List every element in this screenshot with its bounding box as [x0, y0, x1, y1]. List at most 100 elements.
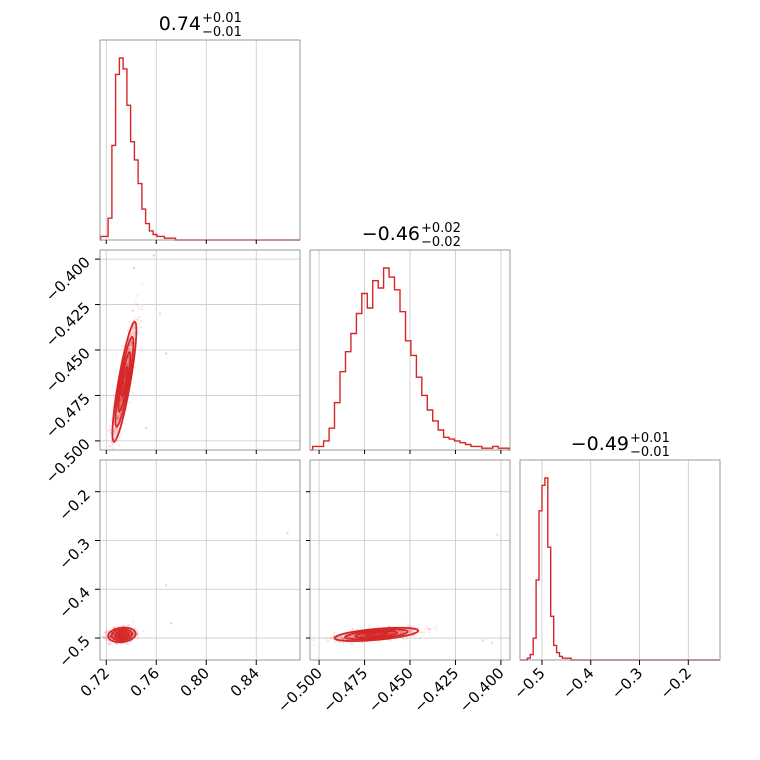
x-tick-label-param-2: −0.4: [559, 664, 597, 702]
scatter-point: [134, 301, 138, 304]
scatter-point: [336, 636, 339, 639]
scatter-point: [313, 643, 316, 647]
scatter-point: [114, 427, 117, 430]
outlier-point: [158, 312, 162, 315]
scatter-point: [115, 417, 119, 420]
scatter-point: [362, 635, 365, 638]
scatter-point: [119, 399, 123, 402]
scatter-point: [418, 637, 421, 640]
scatter-point: [408, 631, 411, 634]
scatter-point: [341, 635, 344, 638]
scatter-point: [116, 418, 119, 421]
scatter-point: [389, 632, 392, 635]
scatter-point: [108, 643, 111, 646]
scatter-point: [136, 633, 139, 636]
scatter-point: [136, 634, 139, 638]
histogram-layer: [99, 57, 720, 661]
scatter-point: [413, 625, 416, 629]
scatter-point: [338, 641, 341, 644]
scatter-point: [122, 624, 125, 627]
scatter-point: [118, 412, 121, 415]
scatter-point: [131, 309, 134, 312]
x-tick-label-param-1: −0.400: [456, 664, 508, 716]
outlier-point: [496, 533, 499, 536]
outlier-point: [490, 641, 493, 645]
scatter-point: [361, 641, 364, 645]
y-tick-label-param-2: −0.4: [55, 583, 93, 621]
scatter-point: [120, 401, 123, 404]
scatter-point: [108, 634, 111, 637]
panel-frame-r2-c0: [99, 459, 301, 661]
contour-level-0.5: [365, 631, 388, 637]
scatter-point: [120, 633, 123, 637]
scatter-point: [428, 631, 431, 634]
scatter-point: [108, 642, 111, 645]
scatter-point: [115, 427, 119, 430]
scatter-point: [352, 635, 355, 638]
title-param-2-minus: −0.01: [630, 445, 670, 460]
scatter-point: [110, 442, 113, 445]
scatter-point: [110, 409, 113, 412]
scatter-point: [389, 632, 392, 635]
scatter-point: [129, 632, 132, 636]
x-tick-label-param-2: −0.5: [510, 664, 548, 702]
histogram-param-0: [99, 57, 300, 241]
scatter-point: [398, 630, 401, 633]
outlier-point: [165, 584, 168, 587]
scatter-point: [339, 641, 342, 644]
x-tick-label-param-1: −0.425: [410, 664, 462, 716]
scatter-point: [361, 634, 365, 637]
y-tick-label-param-1: −0.400: [42, 253, 94, 305]
x-tick-label-param-2: −0.2: [657, 664, 695, 702]
scatter-point: [419, 631, 423, 634]
scatter-point: [423, 628, 426, 631]
scatter-point: [119, 402, 122, 405]
x-tick-label-param-0: 0.84: [227, 664, 263, 700]
scatter-point: [113, 428, 117, 431]
scatter-point: [406, 623, 409, 626]
scatter-point: [312, 639, 315, 642]
scatter-point: [106, 641, 109, 645]
scatter-point: [122, 625, 125, 628]
scatter-point: [130, 332, 133, 335]
scatter-point: [132, 620, 135, 623]
scatter-point: [105, 630, 108, 633]
scatter-point: [134, 627, 137, 630]
title-param-0: 0.74: [159, 13, 201, 35]
scatter-point: [136, 631, 139, 634]
scatter-point: [105, 637, 108, 640]
scatter-point: [138, 315, 141, 319]
scatter-point: [387, 631, 390, 634]
scatter-point: [412, 634, 415, 637]
panel-frame-r0-c0: [99, 39, 301, 241]
scatter-point: [397, 630, 400, 633]
scatter-point: [137, 307, 140, 310]
scatter-point: [351, 627, 354, 630]
contours-1-0: [111, 320, 138, 443]
contour-layer: [107, 320, 420, 644]
scatter-point: [410, 630, 413, 633]
scatter-point: [347, 636, 351, 639]
scatter-point: [120, 633, 123, 636]
scatter-point: [130, 341, 133, 344]
scatter-point: [104, 631, 107, 634]
scatter-point: [109, 642, 113, 645]
title-param-1: −0.46: [362, 223, 420, 245]
scatter-point: [333, 641, 336, 644]
scatter-point: [126, 363, 130, 366]
scatter-point: [135, 318, 138, 321]
scatter-point: [391, 631, 394, 635]
scatter-point: [116, 428, 119, 431]
scatter-point: [117, 416, 120, 419]
y-tick-label-param-1: −0.425: [42, 299, 94, 351]
scatter-point: [112, 430, 115, 433]
scatter-point: [402, 630, 405, 634]
scatter-point: [121, 633, 124, 636]
scatter-point: [141, 305, 144, 308]
scatter-point: [104, 636, 107, 640]
scatter-point: [117, 443, 120, 446]
scatter-point: [116, 420, 119, 423]
scatter-point: [388, 631, 392, 635]
contour-level-1.5: [114, 335, 135, 428]
